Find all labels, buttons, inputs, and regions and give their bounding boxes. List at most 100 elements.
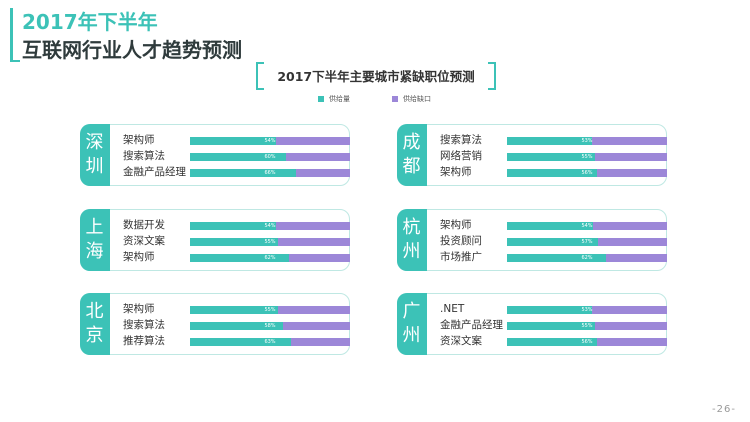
supply-bar [507,322,595,330]
city-char: 深 [85,131,104,153]
chart-title-box: 2017下半年主要城市紧缺职位预测 [256,62,496,90]
city-card: 杭州 架构师 54% 投资顾问 57% 市场推广 62% [396,208,667,271]
job-label: 搜索算法 [123,150,165,162]
page-title: 互联网行业人才趋势预测 [22,38,242,62]
job-label: .NET [440,303,465,315]
city-char: 成 [402,131,421,153]
shortage-bar: 55% [507,153,667,161]
legend-item-supply: 供给量 [318,94,350,104]
bar-value-label: 56% [581,339,593,345]
city-char: 海 [85,240,104,262]
page-title-year: 2017年下半年 [22,10,158,34]
bar-value-label: 57% [581,239,593,245]
job-label: 架构师 [123,303,155,315]
shortage-bar: 66% [190,169,350,177]
job-label: 金融产品经理 [123,166,186,178]
shortage-bar: 54% [190,137,350,145]
job-label: 架构师 [123,251,155,263]
city-card: 深圳 架构师 54% 搜索算法 60% 金融产品经理 66% [79,123,350,186]
job-label: 资深文案 [123,235,165,247]
job-label: 搜索算法 [123,319,165,331]
supply-bar [507,254,607,262]
job-label: 架构师 [440,166,472,178]
supply-bar [190,137,277,145]
job-label: 金融产品经理 [440,319,503,331]
city-name: 广州 [396,292,427,355]
shortage-bar: 56% [507,338,667,346]
header-accent-tick [10,60,20,62]
job-label: 架构师 [440,219,472,231]
supply-bar [507,338,597,346]
left-bracket [256,62,264,90]
legend: 供给量 供给缺口 [0,94,750,106]
bar-value-label: 53% [581,138,593,144]
shortage-bar: 62% [190,254,350,262]
shortage-bar: 53% [507,137,667,145]
city-name: 杭州 [396,208,427,271]
job-label: 投资顾问 [440,235,482,247]
bar-value-label: 55% [581,323,593,329]
job-label: 搜索算法 [440,134,482,146]
supply-bar [507,238,599,246]
supply-bar [190,338,291,346]
supply-bar [190,238,278,246]
shortage-bar: 60% [190,153,350,161]
bar-value-label: 62% [264,255,276,261]
bar-value-label: 54% [264,223,276,229]
city-char: 都 [402,155,421,177]
bar-value-label: 55% [581,154,593,160]
city-char: 圳 [85,155,104,177]
bar-value-label: 56% [581,170,593,176]
city-name: 北京 [79,292,110,355]
bar-value-label: 63% [264,339,276,345]
page-number: -26- [712,404,736,415]
bar-value-label: 55% [264,307,276,313]
legend-item-shortage: 供给缺口 [392,94,431,104]
city-char: 杭 [402,216,421,238]
city-char: 北 [85,300,104,322]
city-card: 广州 .NET 53% 金融产品经理 55% 资深文案 56% [396,292,667,355]
supply-bar [190,169,296,177]
shortage-bar: 53% [507,306,667,314]
shortage-bar: 57% [507,238,667,246]
supply-bar [190,222,277,230]
bar-value-label: 60% [264,154,276,160]
supply-bar [507,306,592,314]
city-char: 上 [85,216,104,238]
shortage-bar: 54% [507,222,667,230]
supply-bar [507,137,592,145]
bar-value-label: 53% [581,307,593,313]
bar-value-label: 58% [264,323,276,329]
job-label: 资深文案 [440,335,482,347]
legend-swatch-shortage [392,96,398,102]
bar-value-label: 55% [264,239,276,245]
supply-bar [507,153,595,161]
supply-bar [507,169,597,177]
city-name: 成都 [396,123,427,186]
city-card: 成都 搜索算法 53% 网络营销 55% 架构师 56% [396,123,667,186]
supply-bar [190,153,286,161]
supply-bar [507,222,594,230]
shortage-bar: 62% [507,254,667,262]
header-accent-bar [10,8,13,62]
shortage-bar: 56% [507,169,667,177]
supply-bar [190,322,283,330]
bar-value-label: 62% [581,255,593,261]
bar-value-label: 54% [581,223,593,229]
job-label: 数据开发 [123,219,165,231]
right-bracket [488,62,496,90]
legend-label-supply: 供给量 [329,95,350,103]
city-name: 深圳 [79,123,110,186]
city-char: 州 [402,240,421,262]
job-label: 网络营销 [440,150,482,162]
shortage-bar: 54% [190,222,350,230]
shortage-bar: 55% [507,322,667,330]
city-card: 上海 数据开发 54% 资深文案 55% 架构师 62% [79,208,350,271]
shortage-bar: 63% [190,338,350,346]
bar-value-label: 54% [264,138,276,144]
job-label: 市场推广 [440,251,482,263]
legend-swatch-supply [318,96,324,102]
shortage-bar: 55% [190,306,350,314]
supply-bar [190,306,278,314]
city-char: 州 [402,324,421,346]
